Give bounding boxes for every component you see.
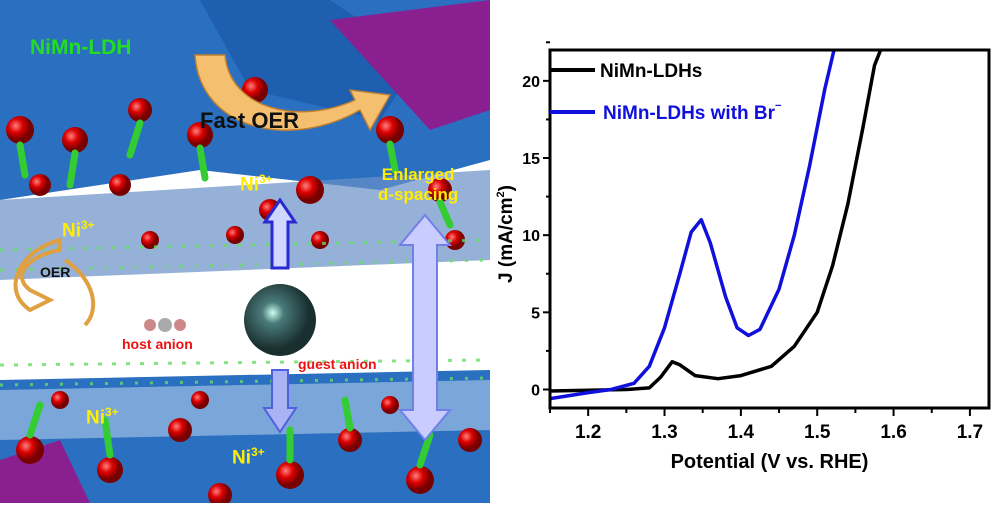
ldh-label: NiMn-LDH	[30, 36, 132, 59]
down-arrow-icon	[262, 369, 298, 434]
ni3-label-bottom-left: Ni3+	[86, 405, 119, 429]
legend-label: NiMn-LDHs with Br−	[603, 100, 781, 124]
guest-anion-sphere	[244, 284, 316, 356]
structure-rendering	[0, 0, 491, 507]
series-line-0	[550, 50, 883, 393]
oer-arrow-icon	[63, 258, 96, 327]
x-tick-label: 1.5	[804, 422, 831, 443]
y-tick-label: 5	[531, 305, 540, 322]
x-tick-label: 1.4	[728, 422, 755, 443]
ldh-structure-illustration: NiMn-LDH Fast OER Ni3+ Ni3+ Ni3+ Ni3+ En…	[0, 0, 491, 507]
enlarged-d-spacing-label: Enlarged d-spacing	[378, 165, 459, 204]
host-anion-label: host anion	[122, 336, 193, 352]
x-axis-label: Potential (V vs. RHE)	[671, 451, 869, 473]
y-tick-label: 15	[522, 151, 540, 168]
ni3-label-bottom: Ni3+	[232, 445, 265, 469]
lsv-chart: 1.2 1.3 1.4 1.5 1.6 1.7 0 5 10 15 20 NiMn-LDHs NiMn…	[490, 0, 1000, 503]
fast-oer-arrow-icon	[194, 54, 392, 132]
chart-svg: 1.2 1.3 1.4 1.5 1.6 1.7 0 5 10 15 20 NiMn-LDHs NiMn…	[495, 41, 991, 473]
plot-frame	[548, 48, 991, 410]
series-line-1	[550, 50, 836, 401]
y-tick-label: 10	[522, 228, 540, 245]
x-tick-label: 1.7	[957, 422, 983, 443]
y-axis-label: J (mA/cm2)	[495, 185, 517, 283]
y-tick-label: 20	[522, 74, 540, 91]
x-tick-label: 1.2	[575, 422, 601, 443]
ni3-label-top: Ni3+	[240, 172, 273, 196]
ni3-label-left: Ni3+	[62, 218, 95, 242]
guest-anion-label: guest anion	[298, 356, 377, 372]
fast-oer-label: Fast OER	[200, 108, 300, 133]
y-tick-label: 0	[531, 382, 540, 399]
d-spacing-arrow-icon	[397, 213, 453, 442]
x-tick-label: 1.3	[651, 422, 677, 443]
up-arrow-icon	[262, 197, 298, 270]
legend-label: NiMn-LDHs	[600, 61, 702, 82]
x-tick-label: 1.6	[880, 422, 906, 443]
oer-label: OER	[40, 264, 71, 280]
